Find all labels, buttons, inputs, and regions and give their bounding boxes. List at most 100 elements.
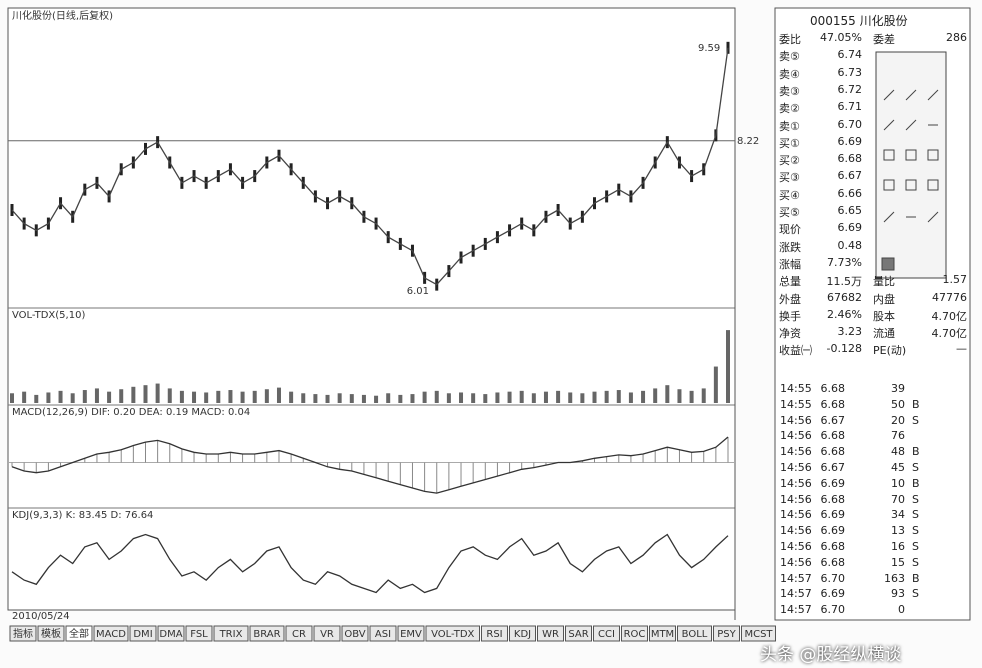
tab-label: EMV xyxy=(400,629,422,640)
tab[interactable] xyxy=(9,625,37,642)
tab[interactable] xyxy=(425,625,480,642)
tab-label: SAR xyxy=(568,629,588,640)
quote-value: 2.46% xyxy=(827,307,862,321)
trade-volume: 16 xyxy=(891,540,905,553)
trade-side: S xyxy=(912,413,919,427)
trade-volume: 93 xyxy=(891,587,905,601)
quote-label: 换手 xyxy=(779,309,801,323)
trade-time: 14:56 xyxy=(780,461,812,474)
tab[interactable] xyxy=(129,625,157,642)
quote-label: 量比 xyxy=(873,275,895,289)
trade-time: 14:57 xyxy=(780,587,812,601)
quote-value: 6.65 xyxy=(837,204,863,217)
volume-bar xyxy=(337,393,342,403)
quote-label: 买① xyxy=(779,136,800,150)
tab[interactable] xyxy=(313,625,341,642)
trade-price: 6.68 xyxy=(820,382,846,395)
volume-bar xyxy=(556,390,561,403)
quote-label: 委差 xyxy=(873,33,895,46)
drawing-toolbox[interactable] xyxy=(875,51,947,279)
tab[interactable] xyxy=(621,625,648,642)
volume-bar xyxy=(240,391,245,403)
trade-time: 14:56 xyxy=(780,429,812,443)
quote-label: 内盘 xyxy=(873,292,895,306)
tab[interactable] xyxy=(537,625,564,642)
quote-value: — xyxy=(956,342,967,356)
tab[interactable] xyxy=(185,625,213,642)
volume-bar xyxy=(204,392,209,403)
tab[interactable] xyxy=(649,625,676,642)
tab[interactable] xyxy=(249,625,285,642)
volume-bar xyxy=(568,392,573,403)
quote-label: 买② xyxy=(779,154,800,168)
volume-bar xyxy=(252,390,257,403)
tab[interactable] xyxy=(65,625,93,642)
tab[interactable] xyxy=(369,625,397,642)
tab[interactable] xyxy=(713,625,740,642)
trade-price: 6.68 xyxy=(820,540,846,553)
volume-bar xyxy=(459,392,464,403)
quote-label: 净资 xyxy=(779,327,801,341)
tab[interactable] xyxy=(341,625,369,642)
trade-volume: 15 xyxy=(891,555,905,569)
tab[interactable] xyxy=(593,625,620,642)
tab[interactable] xyxy=(397,625,425,642)
volume-bar xyxy=(386,393,391,403)
tab[interactable] xyxy=(213,625,249,642)
dif-line xyxy=(11,436,729,494)
trade-volume: 50 xyxy=(891,397,905,411)
tab[interactable] xyxy=(509,625,536,642)
tab-label: OBV xyxy=(344,629,365,640)
trade-price: 6.70 xyxy=(820,571,846,585)
tab[interactable] xyxy=(741,625,776,642)
tab-label: 指标 xyxy=(13,627,33,640)
volume-bar xyxy=(580,393,585,403)
trade-time: 14:56 xyxy=(780,492,812,506)
volume-bar xyxy=(192,391,197,403)
tab-label: KDJ xyxy=(514,629,531,640)
watermark: 头条 @股经纵横谈 xyxy=(760,645,902,665)
volume-bar xyxy=(628,392,633,403)
tab[interactable] xyxy=(157,625,185,642)
tab[interactable] xyxy=(285,625,313,642)
volume-bar xyxy=(167,388,172,403)
tab[interactable] xyxy=(37,625,65,642)
tab-label: MTM xyxy=(651,629,674,640)
trade-price: 6.68 xyxy=(820,445,846,459)
quote-value: 6.71 xyxy=(837,100,863,114)
quote-value: 11.5万 xyxy=(826,275,863,289)
quote-value: 4.70亿 xyxy=(931,327,968,341)
quote-value: 47.05% xyxy=(820,31,862,44)
quote-label: 卖③ xyxy=(779,84,800,98)
volume-bar xyxy=(713,366,718,403)
trade-volume: 70 xyxy=(891,492,905,506)
volume-bar xyxy=(301,393,306,403)
quote-label: 卖② xyxy=(779,102,800,116)
volume-bar xyxy=(131,386,136,403)
quote-value: 6.74 xyxy=(837,48,863,62)
volume-bar xyxy=(349,394,354,403)
volume-bar xyxy=(543,391,548,403)
quote-label: 买⑤ xyxy=(779,206,800,219)
trade-side: S xyxy=(912,508,919,522)
trade-side: S xyxy=(912,524,919,538)
tab[interactable] xyxy=(93,625,129,642)
trade-side: S xyxy=(912,587,919,601)
quote-label: 股本 xyxy=(873,309,895,323)
price-annotation: 9.59 xyxy=(698,43,720,54)
quote-value: 6.66 xyxy=(837,186,863,200)
tab[interactable] xyxy=(481,625,508,642)
trade-time: 14:55 xyxy=(780,397,812,411)
quote-value: 3.23 xyxy=(837,325,863,339)
tab-label: RSI xyxy=(486,629,502,640)
quote-value: 286 xyxy=(946,31,967,44)
tab[interactable] xyxy=(677,625,712,642)
trade-volume: 13 xyxy=(891,524,905,538)
tab[interactable] xyxy=(565,625,592,642)
quote-label: 卖⑤ xyxy=(779,50,800,64)
trade-time: 14:56 xyxy=(780,540,812,553)
volume-bar xyxy=(70,393,75,403)
volume-bar xyxy=(361,394,366,403)
volume-bar xyxy=(410,394,415,403)
